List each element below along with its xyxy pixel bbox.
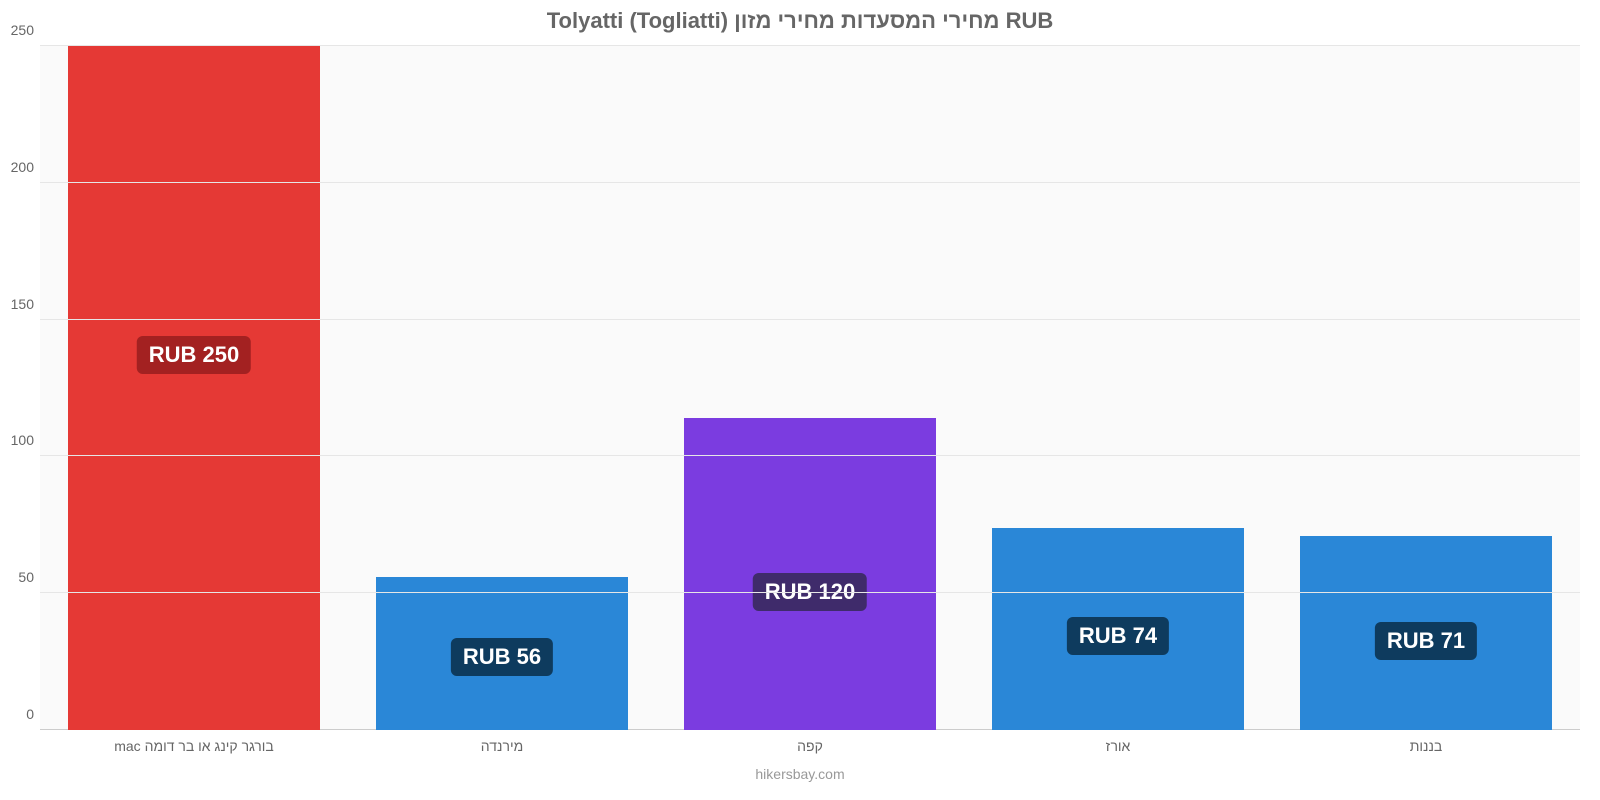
x-tick-label: בננות [1272,732,1580,760]
plot-area: RUB 250RUB 56RUB 120RUB 74RUB 71 0501001… [40,45,1580,730]
y-tick-label: 50 [4,569,34,585]
bar-value-label: RUB 56 [451,638,553,676]
bar-value-label: RUB 250 [137,336,251,374]
x-tick-label: מירנדה [348,732,656,760]
bar: RUB 71 [1300,536,1553,730]
bar-slot: RUB 74 [964,46,1272,730]
x-tick-label: אורז [964,732,1272,760]
y-tick-label: 0 [4,706,34,722]
plot-bg: RUB 250RUB 56RUB 120RUB 74RUB 71 0501001… [40,46,1580,730]
bar: RUB 56 [376,577,629,730]
x-tick-label: קפה [656,732,964,760]
gridline [40,182,1580,183]
bar: RUB 74 [992,528,1245,730]
y-tick-label: 150 [4,296,34,312]
gridline [40,319,1580,320]
gridline [40,592,1580,593]
bars-row: RUB 250 RUB 56 RUB 120 RUB 74 RUB 71 [40,46,1580,730]
bar-slot: RUB 120 [656,46,964,730]
y-tick-label: 200 [4,159,34,175]
y-tick-label: 100 [4,432,34,448]
chart-footer: hikersbay.com [0,766,1600,782]
bar-value-label: RUB 74 [1067,617,1169,655]
bar-slot: RUB 71 [1272,46,1580,730]
bar-slot: RUB 56 [348,46,656,730]
bar-value-label: RUB 71 [1375,622,1477,660]
chart-title: Tolyatti (Togliatti) מחירי המסעדות מחירי… [0,0,1600,38]
gridline [40,45,1580,46]
y-tick-label: 250 [4,22,34,38]
x-axis-labels: mac בורגר קינג או בר דומהמירנדהקפהאורזבנ… [40,732,1580,760]
bar: RUB 120 [684,418,937,730]
price-chart: Tolyatti (Togliatti) מחירי המסעדות מחירי… [0,0,1600,800]
x-tick-label: mac בורגר קינג או בר דומה [40,732,348,760]
bar-slot: RUB 250 [40,46,348,730]
bar: RUB 250 [68,46,321,730]
gridline [40,455,1580,456]
